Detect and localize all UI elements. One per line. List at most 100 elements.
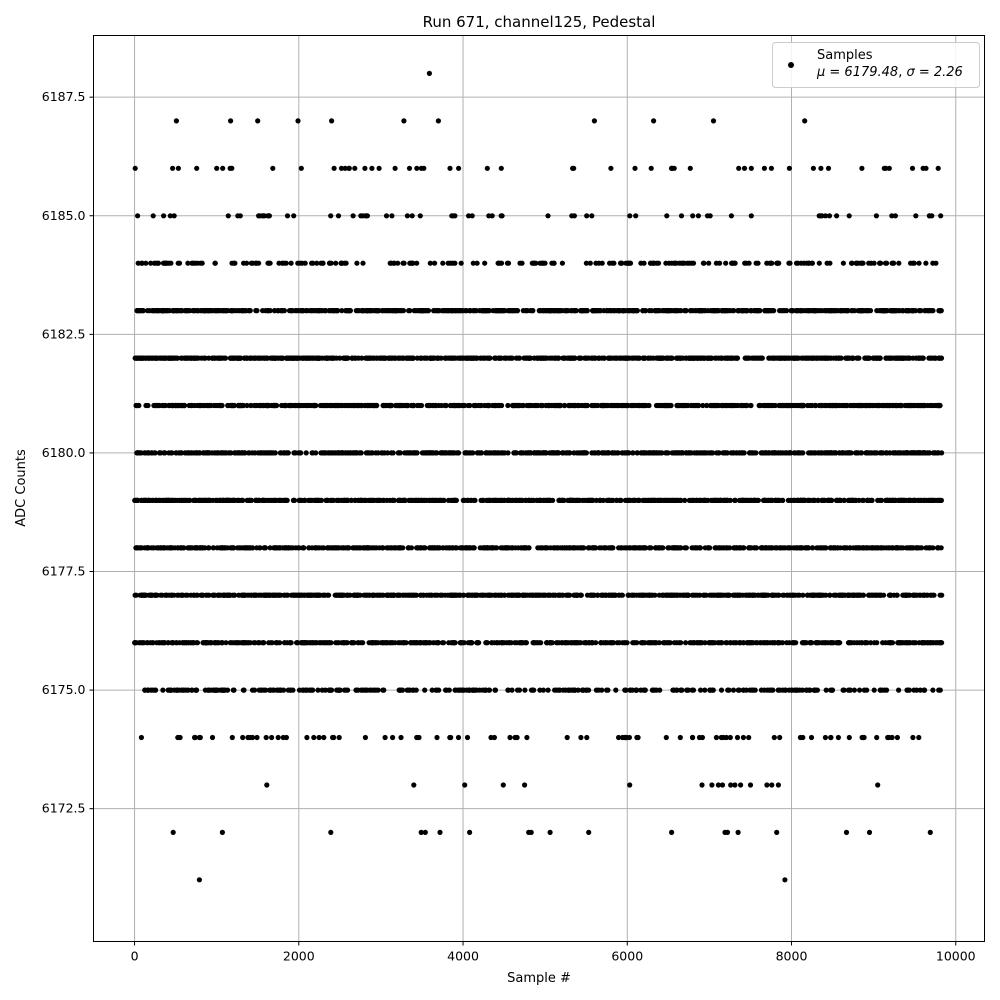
data-point [281, 687, 287, 693]
data-point [295, 640, 301, 646]
data-point [861, 734, 867, 741]
data-point [433, 450, 439, 456]
data-point [929, 497, 935, 503]
data-point [319, 450, 325, 456]
data-point [554, 545, 561, 551]
data-point [702, 592, 708, 598]
data-point [251, 640, 257, 646]
data-point [596, 687, 602, 693]
data-point [713, 402, 719, 409]
data-point [828, 640, 834, 646]
data-point [340, 545, 346, 551]
data-point [780, 497, 786, 503]
data-point [897, 402, 904, 409]
data-point [337, 402, 343, 409]
data-point [894, 545, 900, 551]
data-point [225, 402, 231, 409]
data-point [204, 640, 210, 646]
data-point [390, 592, 396, 598]
data-point [288, 640, 294, 646]
data-point [936, 687, 942, 693]
data-point [204, 450, 210, 456]
data-point [263, 402, 269, 409]
data-point [797, 734, 804, 741]
data-point [759, 592, 766, 598]
data-point [359, 402, 365, 409]
data-point [245, 545, 251, 551]
data-point [482, 402, 488, 409]
data-point [350, 545, 356, 551]
data-point [874, 640, 880, 646]
data-point [573, 497, 580, 503]
data-point [684, 687, 690, 693]
data-point [288, 687, 294, 693]
data-point [169, 402, 176, 409]
data-point [717, 497, 723, 503]
data-point [478, 497, 484, 503]
data-point [177, 497, 183, 503]
data-point [563, 450, 569, 456]
data-point [771, 734, 777, 741]
data-point [234, 640, 240, 646]
data-point [223, 545, 229, 551]
data-point [436, 640, 442, 646]
data-point [523, 450, 529, 456]
data-point [513, 450, 519, 456]
data-point [930, 687, 936, 693]
data-point [586, 687, 592, 693]
data-point [748, 402, 754, 409]
data-point [313, 450, 319, 456]
data-point [314, 640, 320, 646]
data-point [274, 592, 281, 598]
data-point [716, 450, 722, 456]
data-point [278, 497, 285, 503]
data-point [491, 640, 497, 646]
data-point [857, 687, 863, 693]
data-point [226, 450, 232, 456]
data-point [511, 402, 517, 409]
data-point [571, 687, 578, 693]
data-point [564, 734, 570, 741]
data-point [218, 402, 224, 409]
data-point [907, 497, 914, 503]
data-point [339, 450, 345, 456]
data-point [142, 687, 148, 693]
data-point [698, 497, 704, 503]
data-point [616, 402, 622, 409]
data-point [524, 592, 530, 598]
data-point [545, 687, 551, 693]
data-point [532, 640, 538, 646]
data-point [316, 734, 322, 741]
data-point [319, 545, 325, 551]
data-point [727, 640, 733, 646]
data-point [747, 687, 753, 693]
data-point [925, 402, 931, 409]
data-point [243, 640, 249, 646]
data-point [934, 497, 940, 503]
data-point [930, 592, 936, 598]
data-point [273, 640, 280, 646]
data-point [459, 545, 465, 551]
data-point [419, 450, 425, 456]
data-point [315, 497, 321, 503]
data-point [304, 402, 310, 409]
data-point [832, 402, 839, 409]
data-point [282, 497, 288, 503]
data-point [371, 497, 377, 503]
data-point [335, 450, 341, 456]
data-point [861, 687, 867, 693]
data-point [642, 640, 648, 646]
data-point [474, 450, 480, 456]
data-point [452, 687, 458, 693]
data-point [499, 545, 505, 551]
data-point [610, 592, 616, 598]
data-point [811, 687, 817, 693]
data-point [746, 545, 752, 551]
data-point [472, 687, 478, 693]
data-point [576, 450, 582, 456]
data-point [513, 497, 519, 503]
data-point [345, 497, 351, 503]
data-point [371, 687, 377, 693]
data-point [703, 497, 709, 503]
